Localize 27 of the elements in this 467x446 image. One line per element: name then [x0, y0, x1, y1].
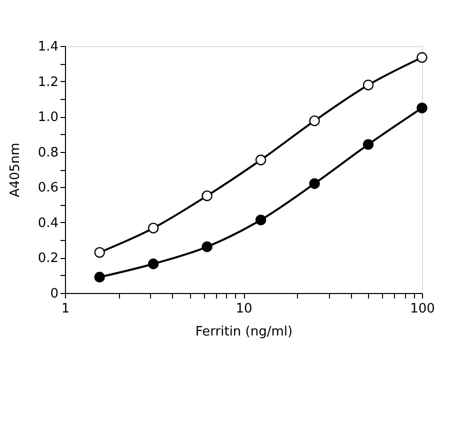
x-tick-label: 1 [61, 302, 70, 316]
y-tick-label: 0 [50, 286, 58, 302]
point [416, 52, 428, 63]
point [416, 102, 428, 114]
x-tick-label: 10 [236, 302, 252, 316]
y-tick-label: 0.8 [38, 145, 58, 160]
point [94, 272, 105, 282]
point [255, 214, 266, 226]
y-tick-label: 1.0 [38, 110, 58, 126]
y-tick-label: 1.4 [38, 40, 58, 54]
point [362, 80, 374, 90]
y-tick-label: 0.6 [38, 180, 58, 196]
y-tick-label: 1.2 [38, 74, 58, 90]
x-tick-label: 100 [410, 302, 435, 316]
x-axis-title: Ferritin (ng/ml) [195, 324, 293, 340]
point [362, 139, 374, 150]
point [202, 241, 212, 252]
point [148, 222, 159, 234]
point [94, 247, 105, 258]
y-axis-title: A405nm [8, 142, 23, 198]
point [148, 258, 159, 270]
point [202, 190, 212, 202]
y-tick-label: 0.4 [38, 216, 58, 231]
point [309, 115, 320, 126]
point [255, 154, 266, 166]
y-tick-label: 0.2 [38, 251, 58, 266]
point [309, 178, 320, 189]
